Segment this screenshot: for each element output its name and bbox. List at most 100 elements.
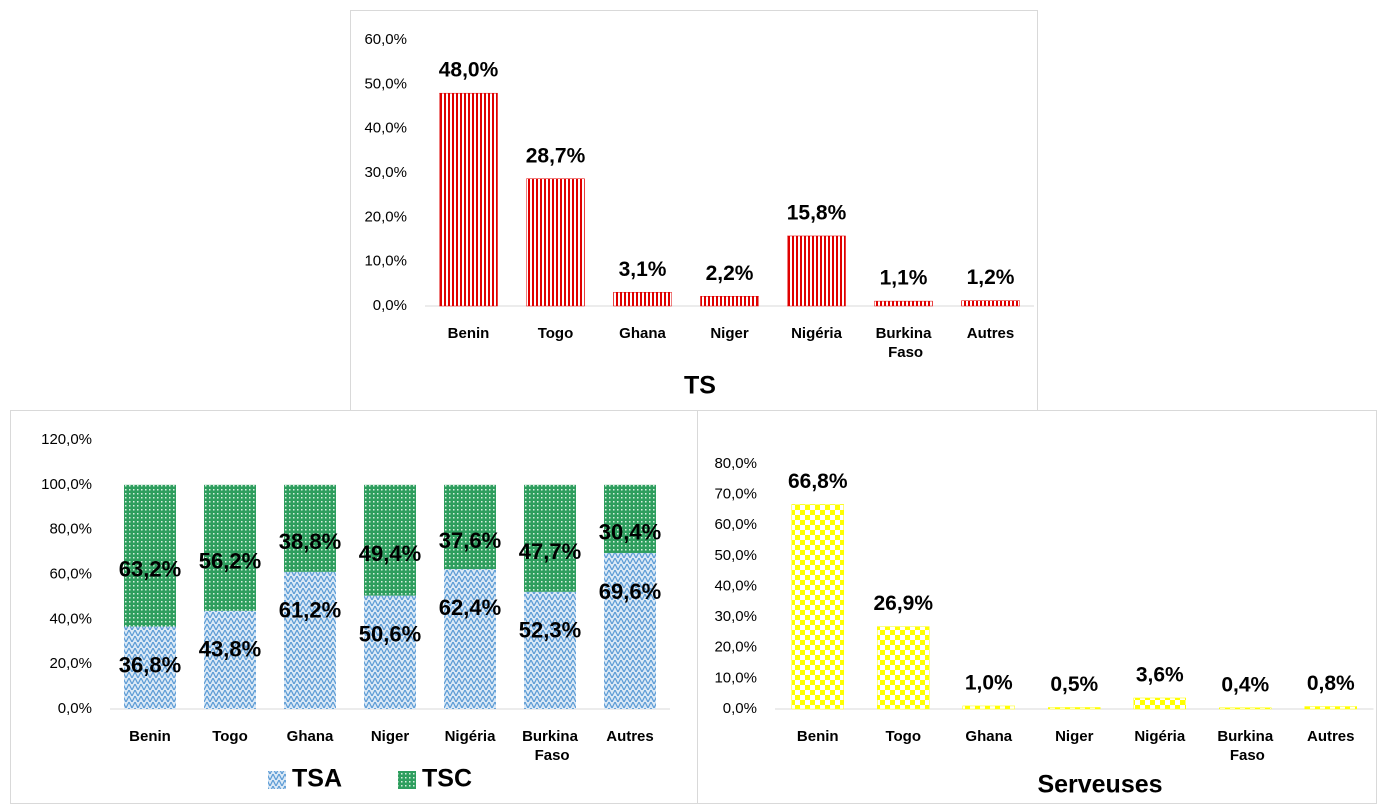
- bar: [613, 292, 672, 307]
- data-label: 0,8%: [1307, 672, 1355, 695]
- y-tick-label: 10,0%: [364, 253, 407, 270]
- y-tick-label: 60,0%: [49, 565, 92, 582]
- data-label: 48,0%: [439, 59, 499, 82]
- data-label: 69,6%: [599, 579, 661, 604]
- data-label: 1,0%: [965, 671, 1013, 694]
- x-tick-label: Burkina Faso: [522, 728, 579, 764]
- y-tick-label: 100,0%: [41, 476, 92, 493]
- data-label: 63,2%: [119, 556, 181, 581]
- data-label: 61,2%: [279, 598, 341, 623]
- y-tick-label: 50,0%: [714, 547, 757, 564]
- y-tick-label: 30,0%: [714, 608, 757, 625]
- y-tick-label: 70,0%: [714, 486, 757, 503]
- y-tick-label: 20,0%: [714, 639, 757, 656]
- x-tick-label: Nigéria: [1134, 728, 1186, 745]
- bar-segment: [124, 484, 176, 627]
- bar: [700, 295, 759, 307]
- bar-segment: [604, 552, 656, 709]
- data-label: 52,3%: [519, 618, 581, 643]
- legend-label: TSA: [292, 765, 342, 793]
- x-tick-label: Niger: [371, 728, 410, 745]
- x-tick-label: Nigéria: [791, 325, 843, 342]
- x-tick-label: Autres: [967, 325, 1015, 342]
- y-tick-label: 0,0%: [58, 700, 92, 717]
- y-tick-label: 50,0%: [364, 75, 407, 92]
- data-label: 62,4%: [439, 595, 501, 620]
- data-label: 1,2%: [967, 266, 1015, 289]
- y-tick-label: 0,0%: [373, 297, 407, 314]
- x-tick-label: Benin: [448, 325, 490, 342]
- data-label: 15,8%: [787, 202, 847, 225]
- bar: [787, 235, 846, 307]
- chart-title: TS: [684, 372, 716, 400]
- x-tick-label: Niger: [710, 325, 749, 342]
- legend-swatch: [398, 771, 416, 789]
- bar: [439, 92, 498, 307]
- bar-segment: [284, 571, 336, 709]
- chart-border: [10, 410, 698, 804]
- data-label: 30,4%: [599, 520, 661, 545]
- data-label: 2,2%: [706, 262, 754, 285]
- data-label: 37,6%: [439, 528, 501, 553]
- x-tick-label: Niger: [1055, 728, 1094, 745]
- x-tick-label: Togo: [538, 325, 574, 342]
- data-label: 1,1%: [880, 267, 928, 290]
- x-tick-label: Ghana: [965, 728, 1012, 745]
- bar-segment: [204, 484, 256, 611]
- data-label: 38,8%: [279, 529, 341, 554]
- bar: [526, 178, 585, 307]
- bar: [791, 504, 844, 710]
- bar-segment: [444, 569, 496, 709]
- data-label: 36,8%: [119, 652, 181, 677]
- x-tick-label: Benin: [129, 728, 171, 745]
- x-tick-label: Togo: [885, 728, 921, 745]
- x-tick-label: Burkina Faso: [876, 325, 933, 361]
- y-tick-label: 20,0%: [49, 655, 92, 672]
- chart-title: Serveuses: [1037, 771, 1162, 799]
- bar: [1219, 707, 1272, 710]
- data-label: 0,5%: [1050, 673, 1098, 696]
- y-tick-label: 20,0%: [364, 208, 407, 225]
- x-tick-label: Ghana: [287, 728, 334, 745]
- data-label: 56,2%: [199, 549, 261, 574]
- bar-segment: [444, 484, 496, 570]
- x-tick-label: Togo: [212, 728, 248, 745]
- y-tick-label: 40,0%: [49, 610, 92, 627]
- data-label: 49,4%: [359, 541, 421, 566]
- y-tick-label: 0,0%: [723, 700, 757, 717]
- x-tick-label: Benin: [797, 728, 839, 745]
- y-tick-label: 40,0%: [714, 577, 757, 594]
- data-label: 47,7%: [519, 539, 581, 564]
- data-label: 50,6%: [359, 621, 421, 646]
- legend-label: TSC: [422, 765, 472, 793]
- bar: [874, 300, 933, 307]
- y-tick-label: 30,0%: [364, 164, 407, 181]
- y-tick-label: 60,0%: [714, 516, 757, 533]
- x-tick-label: Autres: [1307, 728, 1355, 745]
- data-label: 26,9%: [873, 592, 933, 615]
- bar-segment: [124, 626, 176, 709]
- bar-segment: [604, 484, 656, 553]
- x-tick-label: Burkina Faso: [1217, 728, 1274, 764]
- data-label: 43,8%: [199, 637, 261, 662]
- legend-swatch: [268, 771, 286, 789]
- bar-segment: [204, 610, 256, 709]
- y-tick-label: 80,0%: [714, 455, 757, 472]
- bar-segment: [524, 484, 576, 592]
- bar: [1304, 706, 1357, 710]
- data-label: 3,1%: [619, 258, 667, 281]
- bar-segment: [364, 484, 416, 596]
- data-label: 3,6%: [1136, 664, 1184, 687]
- data-label: 0,4%: [1221, 673, 1269, 696]
- x-tick-label: Autres: [606, 728, 654, 745]
- y-tick-label: 80,0%: [49, 521, 92, 538]
- data-label: 28,7%: [526, 144, 586, 167]
- y-tick-label: 40,0%: [364, 120, 407, 137]
- bar: [961, 300, 1020, 307]
- bar: [877, 626, 930, 710]
- bar: [962, 705, 1015, 710]
- y-tick-label: 10,0%: [714, 669, 757, 686]
- data-label: 66,8%: [788, 470, 848, 493]
- y-tick-label: 60,0%: [364, 31, 407, 48]
